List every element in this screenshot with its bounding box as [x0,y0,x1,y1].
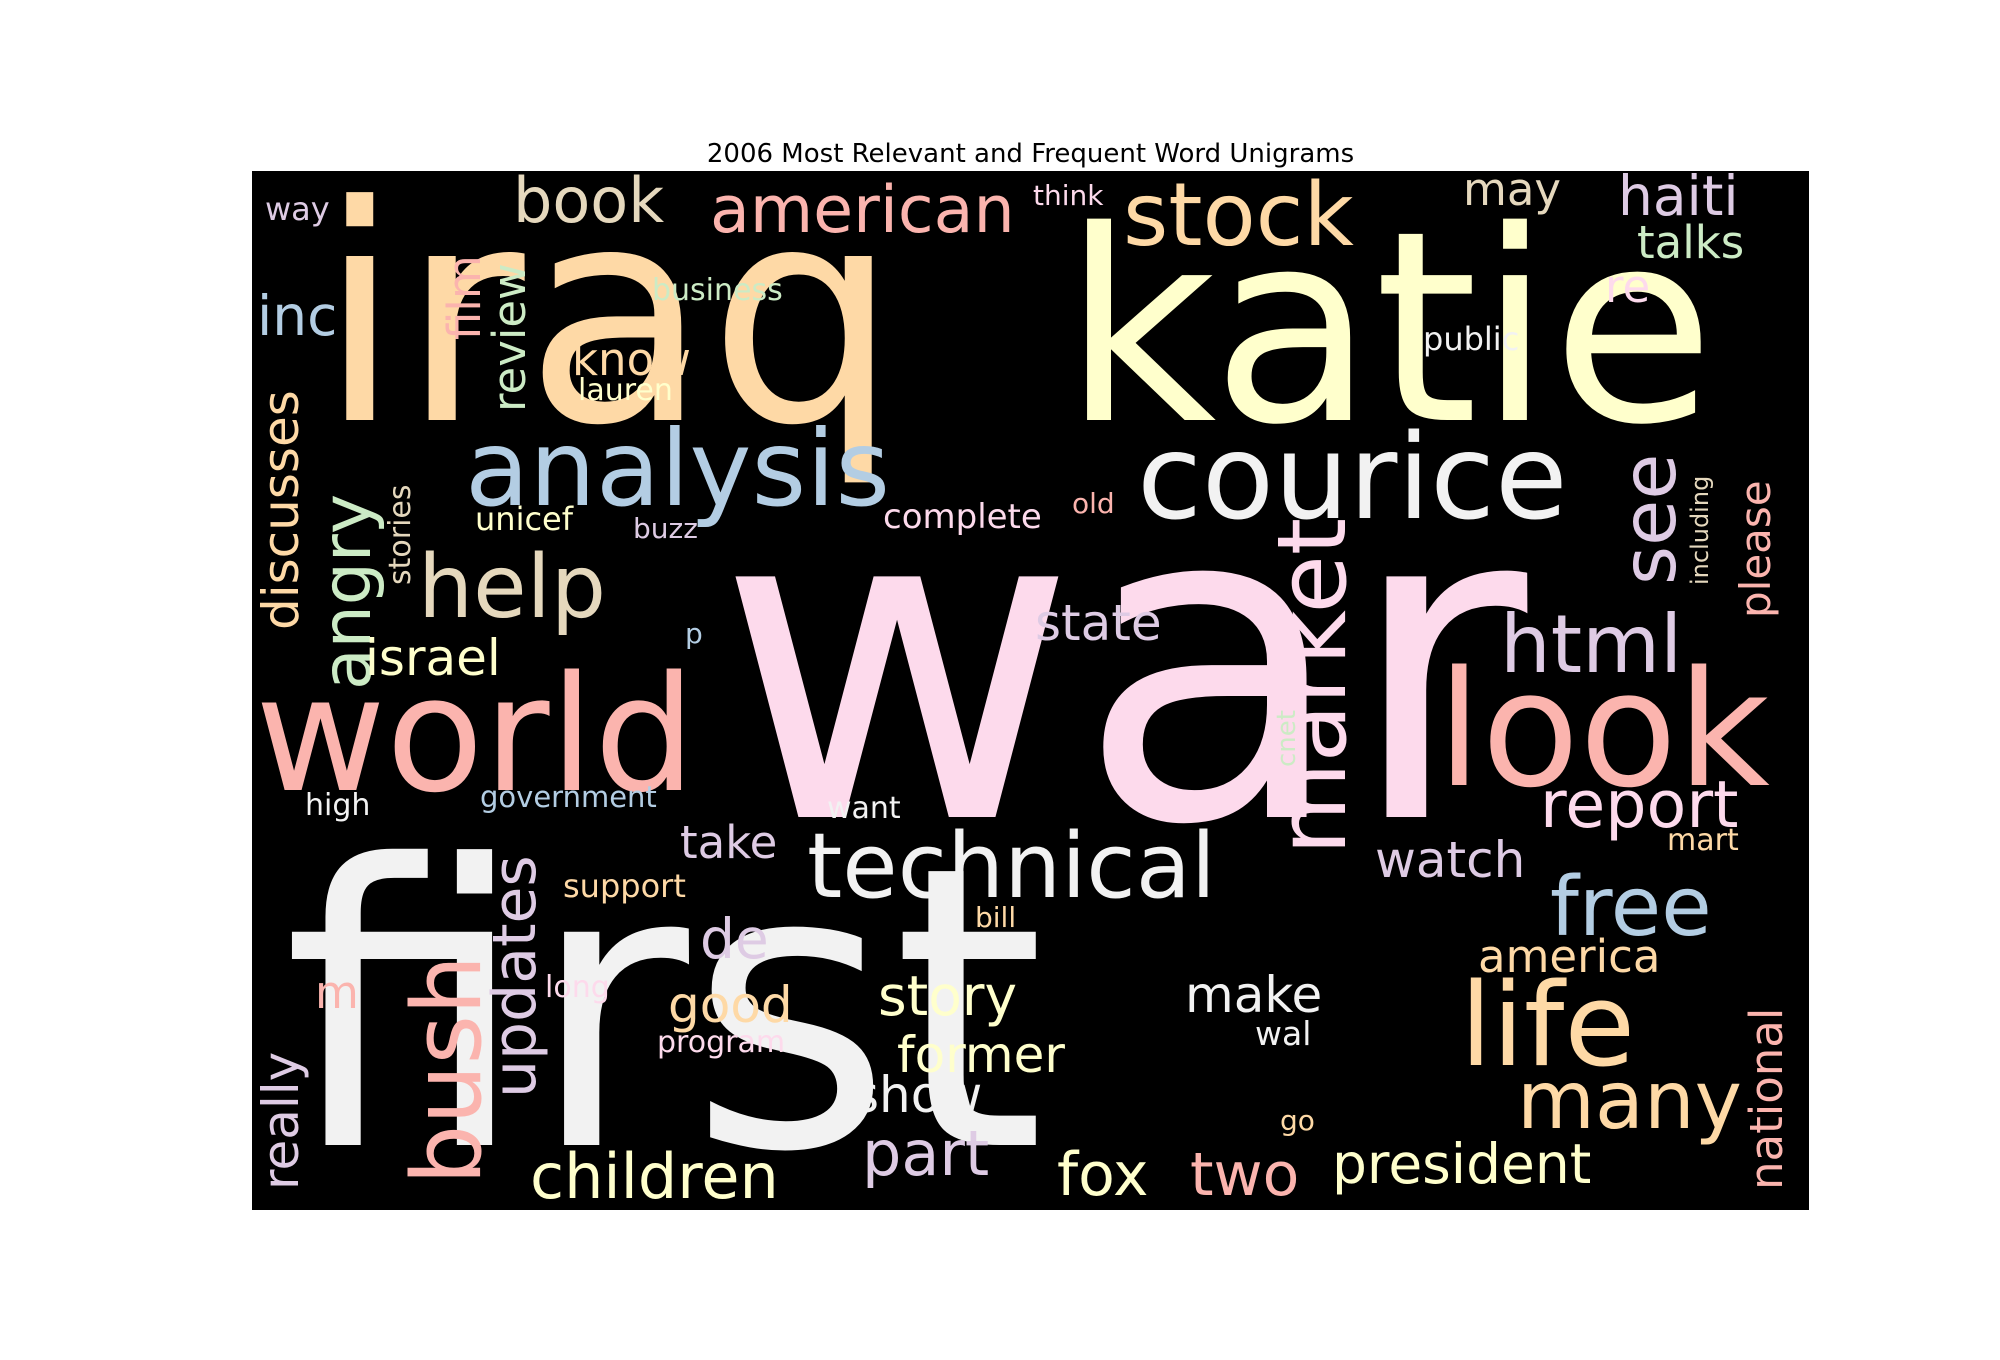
word-de: de [700,907,769,971]
word-re: re [1605,260,1650,313]
word-bush: bush [393,955,503,1185]
word-want: want [827,791,901,826]
word-including: including [1686,476,1714,585]
word-please: please [1731,480,1780,618]
word-old: old [1072,487,1115,520]
word-stories: stories [383,484,418,585]
word-business: business [652,273,783,308]
word-first: first [283,783,1045,1237]
word-buzz: buzz [633,512,698,545]
word-may: may [1463,163,1561,216]
word-go: go [1280,1104,1315,1137]
word-public: public [1423,320,1519,358]
word-cnet: cnet [1272,710,1302,767]
word-wal: wal [1255,1014,1311,1053]
word-life: life [1460,959,1635,1093]
word-know: know [572,333,691,386]
word-technical: technical [807,814,1216,919]
word-html: html [1500,598,1682,691]
word-support: support [563,867,686,905]
word-state: state [1035,594,1162,652]
word-complete: complete [883,497,1042,537]
word-former: former [897,1026,1065,1084]
word-angry: angry [308,494,387,690]
word-president: president [1332,1132,1591,1196]
word-way: way [265,190,330,228]
word-take: take [680,816,777,869]
word-national: national [1740,1008,1793,1190]
word-courice: courice [1137,408,1568,546]
word-israel: israel [365,629,501,687]
word-review: review [483,263,536,412]
word-updates: updates [480,855,550,1098]
word-talks: talks [1637,216,1744,269]
word-american: american [710,173,1015,248]
word-government: government [480,780,657,814]
word-inc: inc [257,284,337,348]
word-market: market [1258,518,1368,855]
word-story: story [878,964,1017,1028]
word-free: free [1550,860,1712,955]
word-look: look [1437,636,1770,823]
word-book: book [513,164,664,237]
word-two: two [1190,1140,1299,1210]
word-many: many [1517,1054,1742,1147]
word-watch: watch [1375,831,1525,889]
word-fox: fox [1057,1140,1149,1210]
word-m: m [315,966,359,1019]
word-show: show [853,1066,982,1124]
word-high: high [305,788,370,823]
word-analysis: analysis [465,408,890,530]
word-lauren: lauren [578,373,673,408]
chart-title: 2006 Most Relevant and Frequent Word Uni… [706,139,1355,169]
word-good: good [668,976,793,1034]
word-think: think [1033,179,1104,212]
word-children: children [530,1140,779,1213]
word-war: war [717,409,1532,921]
word-see: see [1605,454,1693,585]
word-program: program [657,1025,785,1060]
word-report: report [1540,768,1739,843]
word-help: help [418,536,606,638]
word-unicef: unicef [475,500,574,538]
word-part: part [862,1117,989,1190]
word-long: long [545,970,610,1005]
word-film: film [438,255,491,340]
word-america: america [1478,930,1660,983]
word-haiti: haiti [1618,164,1739,228]
word-bill: bill [975,901,1016,934]
word-really: really [252,1052,310,1190]
cloud-background [252,171,1809,1210]
word-world: world [255,641,696,828]
word-mart: mart [1667,823,1739,858]
word-discusses: discusses [252,390,310,630]
word-katie: katie [1063,175,1715,483]
word-stock: stock [1123,164,1354,266]
word-iraq: iraq [318,142,899,491]
word-make: make [1185,966,1322,1024]
word-p: p [685,617,703,650]
